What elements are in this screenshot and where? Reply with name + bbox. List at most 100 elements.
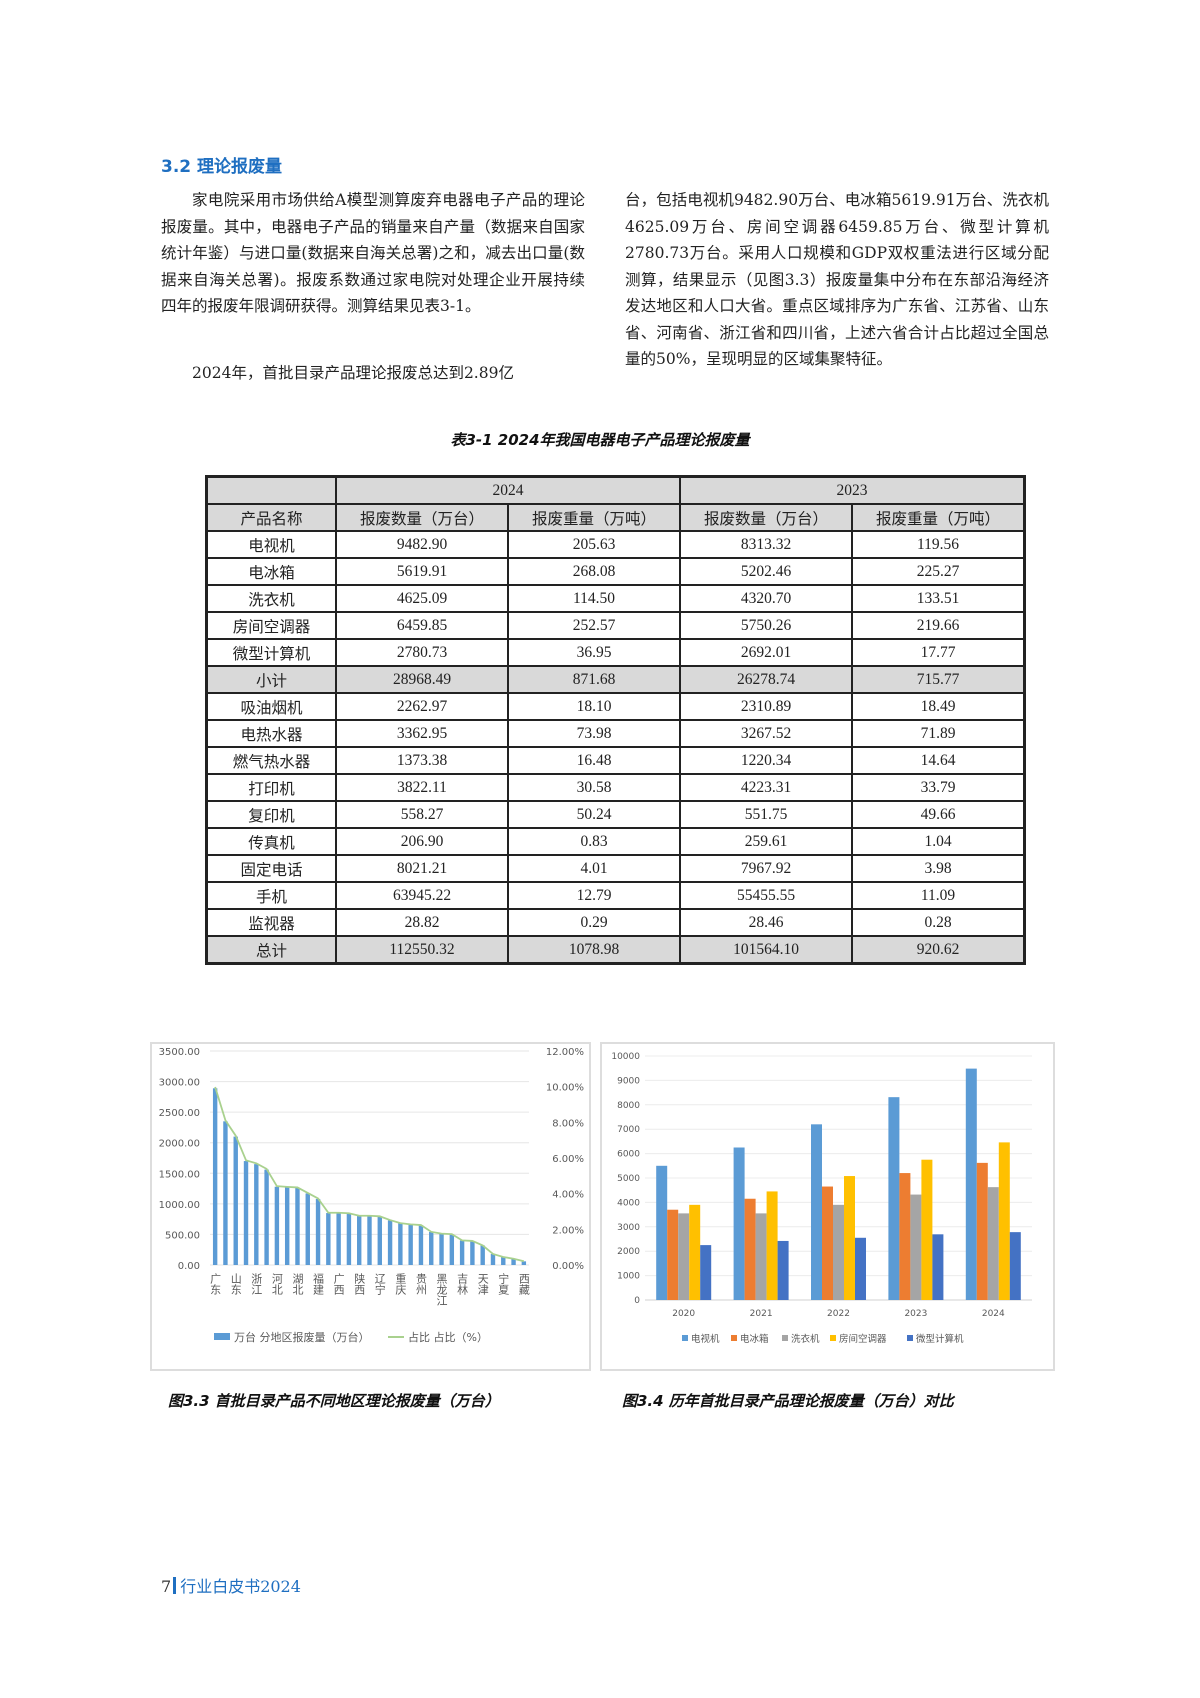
table-cell: 5202.46 (679, 557, 853, 586)
table-cell: 259.61 (679, 827, 853, 856)
y-tick-label: 10000 (611, 1052, 640, 1062)
y-tick-label: 5000 (617, 1174, 640, 1184)
y-left-tick-label: 500.00 (165, 1230, 200, 1241)
regional-chart: 0.00 500.00 1000.00 1500.00 2000.00 2500.00 30… (150, 1042, 591, 1371)
column-header-row: 产品名称 报废数量（万台） 报废重量（万吨） 报废数量（万台） 报废重量（万吨） (205, 503, 1026, 532)
y-right-tick-label: 2.00% (552, 1225, 584, 1236)
x-category-label: 2021 (750, 1309, 773, 1319)
y-tick-label: 4000 (617, 1198, 640, 1208)
legend-swatch (830, 1335, 836, 1341)
y-tick-label: 2000 (617, 1247, 640, 1257)
table-cell: 114.50 (507, 584, 681, 613)
table-cell: 14.64 (851, 746, 1026, 775)
table-cell: 252.57 (507, 611, 681, 640)
column-header: 报废重量（万吨） (851, 503, 1026, 532)
bar-电冰箱 (744, 1198, 756, 1300)
product-name-cell: 监视器 (205, 908, 337, 937)
table-cell: 1078.98 (507, 935, 681, 965)
regional-chart-svg: 0.00 500.00 1000.00 1500.00 2000.00 2500.00 30… (159, 1047, 584, 1344)
y-tick-label: 0 (634, 1296, 640, 1306)
paragraph-2024-start: 2024年，首批目录产品理论报废总达到2.89亿 (192, 364, 514, 382)
table-cell: 4.01 (507, 854, 681, 883)
bar-微型计算机 (1009, 1232, 1021, 1300)
y-right-tick-label: 4.00% (552, 1190, 584, 1201)
legend-swatch (907, 1335, 913, 1341)
table-cell: 8021.21 (335, 854, 509, 883)
x-category-label: 2020 (672, 1309, 695, 1319)
y-tick-label: 9000 (617, 1076, 640, 1086)
table-cell: 11.09 (851, 881, 1026, 910)
bar (480, 1245, 485, 1265)
product-name-cell: 固定电话 (205, 854, 337, 883)
product-name-cell: 小计 (205, 665, 337, 694)
table-cell: 133.51 (851, 584, 1026, 613)
table-row: 复印机 558.27 50.24 551.75 49.66 (205, 800, 1026, 829)
y-tick-label: 7000 (617, 1125, 640, 1135)
x-category-label: 2023 (904, 1309, 927, 1319)
x-category-label: 陕西 (353, 1272, 366, 1295)
table-cell: 3.98 (851, 854, 1026, 883)
product-name-cell: 总计 (205, 935, 337, 965)
bar-洗衣机 (755, 1213, 767, 1300)
column-header: 报废数量（万台） (679, 503, 853, 532)
table-cell: 3822.11 (335, 773, 509, 802)
bar-电视机 (811, 1124, 822, 1300)
table-row: 固定电话 8021.21 4.01 7967.92 3.98 (205, 854, 1026, 883)
legend-label: 房间空调器 (839, 1333, 887, 1345)
table-cell: 28968.49 (335, 665, 509, 694)
table-cell: 33.79 (851, 773, 1026, 802)
bar (459, 1240, 465, 1265)
table-cell: 3267.52 (679, 719, 853, 748)
legend-label: 洗衣机 (791, 1333, 820, 1345)
bar-洗衣机 (678, 1213, 690, 1300)
figure-3-3-caption: 图3.3 首批目录产品不同地区理论报废量（万台） (168, 1392, 500, 1410)
table-cell: 1.04 (851, 827, 1026, 856)
table-cell: 2262.97 (335, 692, 509, 721)
table-cell: 920.62 (851, 935, 1026, 965)
x-category-label: 贵州 (414, 1273, 427, 1295)
bar-房间空调器 (844, 1176, 855, 1300)
bar (254, 1164, 259, 1265)
bar-房间空调器 (766, 1191, 778, 1300)
section-heading: 3.2 理论报废量 (161, 157, 283, 177)
table-cell: 219.66 (851, 611, 1026, 640)
table-cell: 28.46 (679, 908, 853, 937)
table-cell: 30.58 (507, 773, 681, 802)
table-cell: 3362.95 (335, 719, 509, 748)
bar (295, 1187, 300, 1265)
table-cell: 551.75 (679, 800, 853, 829)
x-category-label: 湖北 (291, 1273, 304, 1295)
bar-电视机 (965, 1068, 977, 1300)
table-cell: 206.90 (335, 827, 509, 856)
bar (429, 1231, 434, 1265)
x-category-label: 西藏 (517, 1273, 530, 1296)
x-category-label: 福建 (312, 1272, 325, 1296)
legend-line-label: 占比 占比（%） (408, 1330, 488, 1344)
bar (284, 1187, 290, 1265)
x-category-label: 黑龙江 (435, 1273, 448, 1306)
y-right-tick-label: 12.00% (546, 1047, 584, 1058)
table-cell: 7967.92 (679, 854, 853, 883)
x-category-label: 广东 (209, 1273, 222, 1295)
footer-title: 行业白皮书2024 (180, 1577, 301, 1596)
table-cell: 18.10 (507, 692, 681, 721)
y-left-tick-label: 3000.00 (159, 1078, 200, 1089)
bar (408, 1224, 413, 1265)
y-right-tick-label: 6.00% (552, 1154, 584, 1165)
bar (511, 1258, 516, 1265)
table-cell: 1220.34 (679, 746, 853, 775)
table-cell: 101564.10 (679, 935, 853, 965)
table-cell: 2780.73 (335, 638, 509, 667)
product-name-cell: 传真机 (205, 827, 337, 856)
product-name-cell: 燃气热水器 (205, 746, 337, 775)
bar (387, 1220, 393, 1265)
legend-swatch (682, 1335, 688, 1341)
bar (501, 1257, 506, 1265)
product-name-cell: 房间空调器 (205, 611, 337, 640)
bar-房间空调器 (998, 1142, 1010, 1300)
bar-电冰箱 (667, 1209, 679, 1300)
year-header-row: 2024 2023 (205, 475, 1026, 505)
x-category-label: 浙江 (250, 1273, 263, 1295)
x-category-label: 山东 (229, 1273, 242, 1295)
bar (274, 1186, 280, 1265)
